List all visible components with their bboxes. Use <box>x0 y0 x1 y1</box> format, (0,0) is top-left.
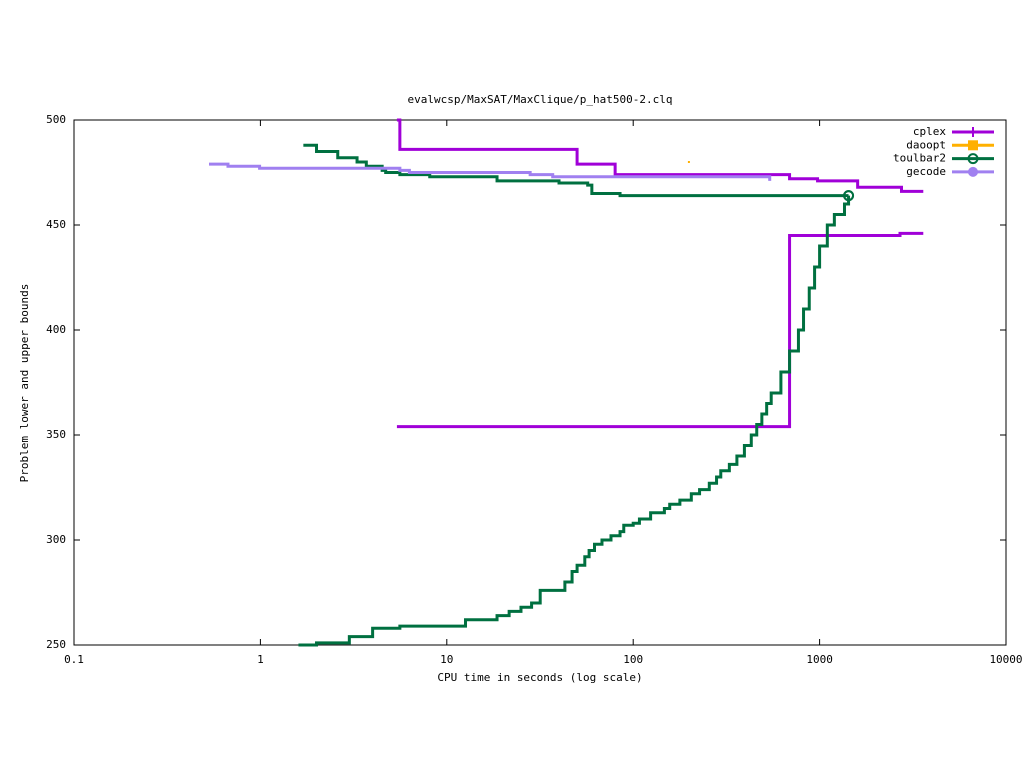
series-line <box>298 143 851 647</box>
legend-marker <box>968 127 978 137</box>
plot-frame <box>73 119 1007 646</box>
y-tick-label: 500 <box>46 113 66 126</box>
legend-marker <box>967 153 979 165</box>
y-axis-label: Problem lower and upper bounds <box>18 284 31 483</box>
x-tick-label: 10 <box>440 653 453 666</box>
legend-marker <box>968 166 978 177</box>
y-tick-label: 300 <box>46 533 66 546</box>
series-line <box>209 162 772 181</box>
series-marker <box>843 190 855 202</box>
legend-label: toulbar2 <box>893 152 946 165</box>
legend-marker <box>968 140 978 151</box>
legend-label: gecode <box>906 165 946 178</box>
point <box>687 161 690 163</box>
x-tick-label: 1 <box>257 653 264 666</box>
x-axis-label: CPU time in seconds (log scale) <box>437 671 642 684</box>
x-tick-label: 1000 <box>806 653 833 666</box>
y-tick-label: 450 <box>46 218 66 231</box>
legend-label: cplex <box>913 125 946 138</box>
x-tick-label: 10000 <box>989 653 1022 666</box>
legend-label: daoopt <box>906 138 946 151</box>
x-tick-label: 0.1 <box>64 653 84 666</box>
series-line <box>396 118 924 429</box>
y-tick-label: 400 <box>46 323 66 336</box>
chart-title: evalwcsp/MaxSAT/MaxClique/p_hat500-2.clq <box>408 93 673 106</box>
x-tick-label: 100 <box>623 653 643 666</box>
y-tick-label: 350 <box>46 428 66 441</box>
y-tick-label: 250 <box>46 638 66 651</box>
